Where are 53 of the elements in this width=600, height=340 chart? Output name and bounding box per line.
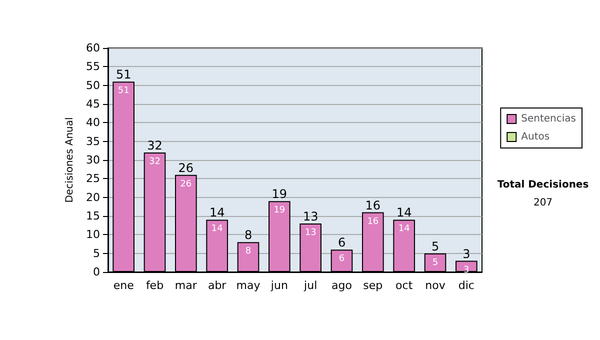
total-label: 13 <box>302 209 318 224</box>
y-tick-label: 5 <box>93 246 100 260</box>
x-tick-label: ago <box>332 279 352 292</box>
text: 207 <box>533 198 553 208</box>
x-tick-label: jun <box>270 279 288 292</box>
total-label: 26 <box>178 160 194 175</box>
x-tick-label: oct <box>396 279 414 292</box>
total-label: 5 <box>431 239 440 254</box>
y-tick-label: 55 <box>86 60 100 74</box>
total-label: 3 <box>462 246 470 261</box>
x-tick-label: jul <box>303 279 318 292</box>
data-label: 13 <box>304 228 316 238</box>
data-label: 5 <box>432 258 438 268</box>
x-tick-label: sep <box>363 279 383 292</box>
x-tick-label: ene <box>113 279 134 292</box>
y-tick-label: 25 <box>86 172 100 186</box>
total-label: 19 <box>272 187 288 202</box>
y-tick-label: 10 <box>86 228 100 242</box>
y-axis-title: Decisiones Anual <box>64 117 76 203</box>
data-label: 32 <box>149 157 160 168</box>
total-label: 14 <box>396 206 412 220</box>
y-tick-label: 60 <box>86 42 100 54</box>
total-label: 6 <box>338 236 346 250</box>
y-tick-label: 30 <box>86 154 100 166</box>
y-tick-label: 50 <box>86 78 100 92</box>
total-label: 8 <box>244 228 252 242</box>
total-label: 51 <box>116 68 132 82</box>
data-label: 8 <box>245 246 252 257</box>
y-tick-label: 35 <box>86 134 100 148</box>
legend-label: Autos <box>521 132 550 142</box>
data-label: 14 <box>211 224 224 234</box>
data-label: 14 <box>398 224 410 234</box>
legend-label: Sentencias <box>521 114 576 124</box>
y-tick-label: 40 <box>86 116 100 130</box>
y-tick-label: 0 <box>93 266 100 278</box>
text: Total Decisiones <box>497 180 589 190</box>
data-label: 51 <box>118 86 130 96</box>
data-label: 16 <box>367 216 379 227</box>
data-label: 26 <box>180 179 192 190</box>
data-label: 6 <box>338 254 345 264</box>
x-tick-label: abr <box>208 279 227 292</box>
total-label: 16 <box>365 198 381 212</box>
total-label: 14 <box>209 206 225 220</box>
x-tick-label: nov <box>425 279 446 292</box>
y-tick-label: 20 <box>86 190 100 204</box>
data-label: 19 <box>274 206 286 216</box>
x-tick-label: feb <box>146 279 164 292</box>
total-label: 32 <box>147 138 162 153</box>
x-tick-label: may <box>236 279 261 292</box>
x-tick-label: dic <box>458 279 474 292</box>
x-tick-label: mar <box>174 279 198 292</box>
y-tick-label: 15 <box>86 210 100 222</box>
y-tick-label: 45 <box>86 98 100 110</box>
